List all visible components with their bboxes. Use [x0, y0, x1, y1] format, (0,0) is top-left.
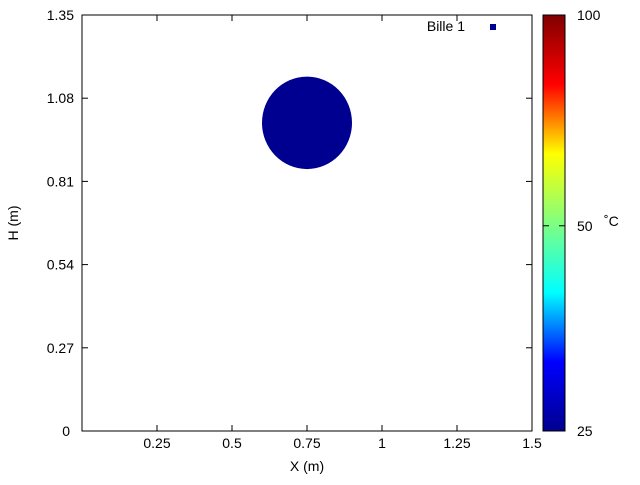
colorbar-tick-label: 100: [577, 7, 601, 23]
plot-marks: [262, 76, 352, 170]
ball-marker: [262, 76, 352, 170]
x-tick-label: 1.5: [522, 435, 542, 451]
colorbar: [542, 14, 566, 432]
x-tick-label: 1.25: [443, 435, 470, 451]
y-tick-label: 1.35: [47, 7, 74, 23]
y-axis-label: H (m): [5, 206, 21, 241]
y-tick-label: 1.08: [47, 90, 74, 106]
y-tick-label: 0.54: [47, 257, 74, 273]
x-axis-label: X (m): [290, 458, 324, 474]
y-axis: 0 0.27 0.54 0.81 1.08 1.35: [47, 7, 532, 439]
colorbar-ticks: 25 50 100: [543, 7, 601, 439]
y-tick-label: 0.81: [47, 173, 74, 189]
legend-marker: [490, 24, 496, 30]
x-tick-label: 0.25: [143, 435, 170, 451]
y-tick-label: 0.27: [47, 340, 74, 356]
colorbar-tick-label: 25: [577, 423, 593, 439]
x-tick-label: 0.5: [222, 435, 242, 451]
colorbar-unit: ˚C: [604, 213, 619, 229]
x-axis: 0.25 0.5 0.75 1 1.25 1.5: [143, 15, 542, 451]
y-tick-label: 0: [62, 423, 70, 439]
x-tick-label: 0.75: [293, 435, 320, 451]
x-tick-label: 1: [378, 435, 386, 451]
colorbar-tick-label: 50: [577, 218, 593, 234]
legend-label: Bille 1: [427, 18, 465, 34]
